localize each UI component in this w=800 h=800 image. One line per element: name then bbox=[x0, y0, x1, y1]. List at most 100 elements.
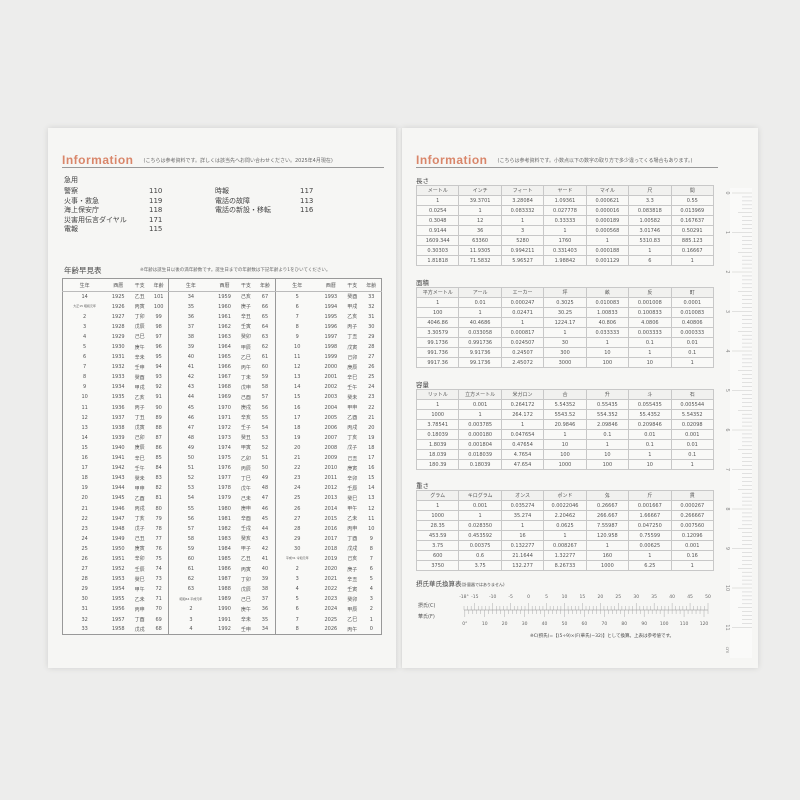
age-cell: 乙巳 bbox=[347, 617, 358, 624]
conversion-cell: 0.01 bbox=[670, 439, 715, 450]
age-cell: 1955 bbox=[111, 596, 125, 603]
conversion-cell: 0.1 bbox=[628, 337, 672, 348]
emergency-number: 117 bbox=[300, 187, 314, 195]
age-cell: 丙子 bbox=[134, 405, 145, 412]
age-cell: 8 bbox=[274, 624, 319, 635]
conversion-cell: 1000 bbox=[415, 409, 460, 420]
conversion-cell: 0.007560 bbox=[670, 520, 715, 531]
age-header-cell: 干支 bbox=[236, 278, 256, 292]
age-cell: 1936 bbox=[111, 404, 125, 411]
conversion-cell: 0.01 bbox=[458, 297, 502, 308]
conversion-cell: 4.7654 bbox=[500, 449, 545, 460]
conversion-cell: 1.98842 bbox=[543, 255, 587, 266]
age-cell: 49 bbox=[168, 442, 213, 453]
conversion-cell: 0.013969 bbox=[670, 205, 715, 216]
age-cell: 30 bbox=[81, 596, 88, 603]
age-cell: 84 bbox=[155, 465, 162, 472]
conversion-cell: 1 bbox=[585, 439, 630, 450]
age-cell: 1949 bbox=[111, 535, 125, 542]
age-cell: 3 bbox=[369, 596, 373, 603]
conversion-cell: 1 bbox=[670, 459, 715, 470]
conversion-cell: 0.209846 bbox=[628, 419, 672, 430]
age-cell: 1947 bbox=[111, 515, 125, 522]
conversion-cell: 100 bbox=[543, 449, 587, 460]
age-row: 19 1944 甲申 82 53 1978 戊午 48 24 2012 壬辰 14 bbox=[63, 483, 382, 494]
age-header-cell: 生年 bbox=[62, 278, 107, 292]
age-cell: 戊戌 bbox=[347, 546, 358, 553]
conversion-header-row: 平方メートル アール エーカー坪畝反町 bbox=[415, 287, 715, 298]
age-cell: 乙亥 bbox=[134, 394, 145, 401]
age-cell: 39 bbox=[261, 576, 269, 583]
age-cell: 7 bbox=[83, 364, 87, 371]
conversion-cell: 0.083332 bbox=[500, 205, 545, 216]
celsius-tick-label: 35 bbox=[651, 594, 657, 600]
ruler-strip bbox=[730, 188, 752, 658]
age-cell: 平成31 令和元年 bbox=[274, 553, 319, 565]
conversion-cell: 5.96527 bbox=[500, 255, 545, 266]
left-note: (こちらは参考資料です。詳しくは該当先へお問い合わせください。2025年4月現在… bbox=[143, 158, 333, 164]
age-cell: 45 bbox=[168, 402, 213, 413]
age-row: 22 1947 丁亥 79 56 1981 辛酉 45 27 2015 乙未 11 bbox=[63, 513, 382, 524]
conversion-cell: 0.132277 bbox=[500, 540, 545, 551]
age-cell: 90 bbox=[155, 404, 162, 411]
age-header-row: 生年 西暦 干支 年齢 生年 西暦 干支 年齢 生年 西暦 干支 年齢 bbox=[62, 278, 382, 292]
age-cell: 1946 bbox=[111, 505, 125, 512]
age-cell: 1935 bbox=[111, 394, 125, 401]
conversion-cell: 1000 bbox=[585, 560, 630, 571]
age-header-cell: 生年 bbox=[168, 278, 213, 292]
age-cell: 13 bbox=[368, 495, 375, 502]
conversion-cell: 3.3 bbox=[628, 195, 672, 206]
age-cell: 38 bbox=[261, 586, 269, 593]
age-cell: 2016 bbox=[324, 525, 338, 532]
conversion-cell: 1760 bbox=[543, 235, 587, 246]
age-cell: 庚辰 bbox=[134, 445, 145, 452]
conversion-cell: 0.1 bbox=[670, 347, 715, 358]
age-cell: 11 bbox=[368, 515, 375, 522]
conversion-cell: 0.001 bbox=[458, 399, 502, 410]
conversion-cell: 0.55 bbox=[670, 195, 715, 206]
age-cell: 1980 bbox=[218, 505, 231, 512]
age-cell: 1966 bbox=[218, 364, 231, 371]
age-cell: 2 bbox=[168, 604, 213, 615]
conversion-cell: 0.18039 bbox=[458, 459, 502, 470]
age-cell: 1931 bbox=[111, 354, 125, 361]
conversion-row: 0.30303 11.9305 0.994211 0.331403 0.000188 1 0… bbox=[415, 245, 715, 256]
conversion-cell: 885.123 bbox=[670, 235, 715, 246]
age-cell: 19 bbox=[81, 485, 88, 492]
conversion-cell: 1 bbox=[628, 550, 672, 561]
conversion-row: 1 0.001 0.035274 0.0022046 0.26667 0.001667 0.… bbox=[415, 500, 715, 511]
conversion-cell: 升 bbox=[585, 389, 630, 400]
age-cell: 48 bbox=[168, 432, 213, 443]
age-cell: 丙戌 bbox=[347, 425, 358, 432]
age-cell: 60 bbox=[261, 364, 269, 371]
conversion-title: 重さ bbox=[416, 482, 429, 490]
age-cell: 8 bbox=[83, 374, 87, 381]
age-cell: 43 bbox=[261, 535, 269, 542]
age-cell: 61 bbox=[168, 564, 213, 575]
age-cell: 2009 bbox=[324, 455, 338, 462]
age-cell: 1958 bbox=[111, 626, 125, 633]
age-cell: 丁丑 bbox=[134, 415, 145, 422]
age-cell: 1 bbox=[369, 616, 373, 623]
age-cell: 92 bbox=[155, 384, 162, 391]
age-cell: 68 bbox=[155, 626, 162, 633]
emergency-number: 119 bbox=[149, 196, 163, 205]
age-cell: 59 bbox=[261, 374, 269, 381]
age-cell: 1967 bbox=[218, 374, 231, 381]
age-cell: 29 bbox=[274, 533, 319, 544]
age-row: 10 1935 乙亥 91 44 1969 己酉 57 15 2003 癸未 23 bbox=[63, 392, 382, 403]
age-cell: 91 bbox=[155, 394, 162, 401]
age-cell: 壬申 bbox=[134, 364, 145, 371]
age-cell: 1993 bbox=[324, 293, 338, 300]
age-cell: 56 bbox=[261, 404, 269, 411]
conversion-cell: 0.001129 bbox=[585, 255, 630, 266]
age-cell: 22 bbox=[81, 515, 88, 522]
age-cell: 62 bbox=[261, 344, 269, 351]
age-cell: 27 bbox=[81, 566, 88, 573]
conversion-title: 長さ bbox=[416, 177, 429, 185]
age-cell: 33 bbox=[81, 626, 88, 633]
conversion-cell: 36 bbox=[458, 225, 502, 236]
conversion-cell: 300 bbox=[543, 347, 587, 358]
conversion-cell: 5543.52 bbox=[543, 409, 587, 420]
age-cell: 癸巳 bbox=[134, 576, 145, 583]
